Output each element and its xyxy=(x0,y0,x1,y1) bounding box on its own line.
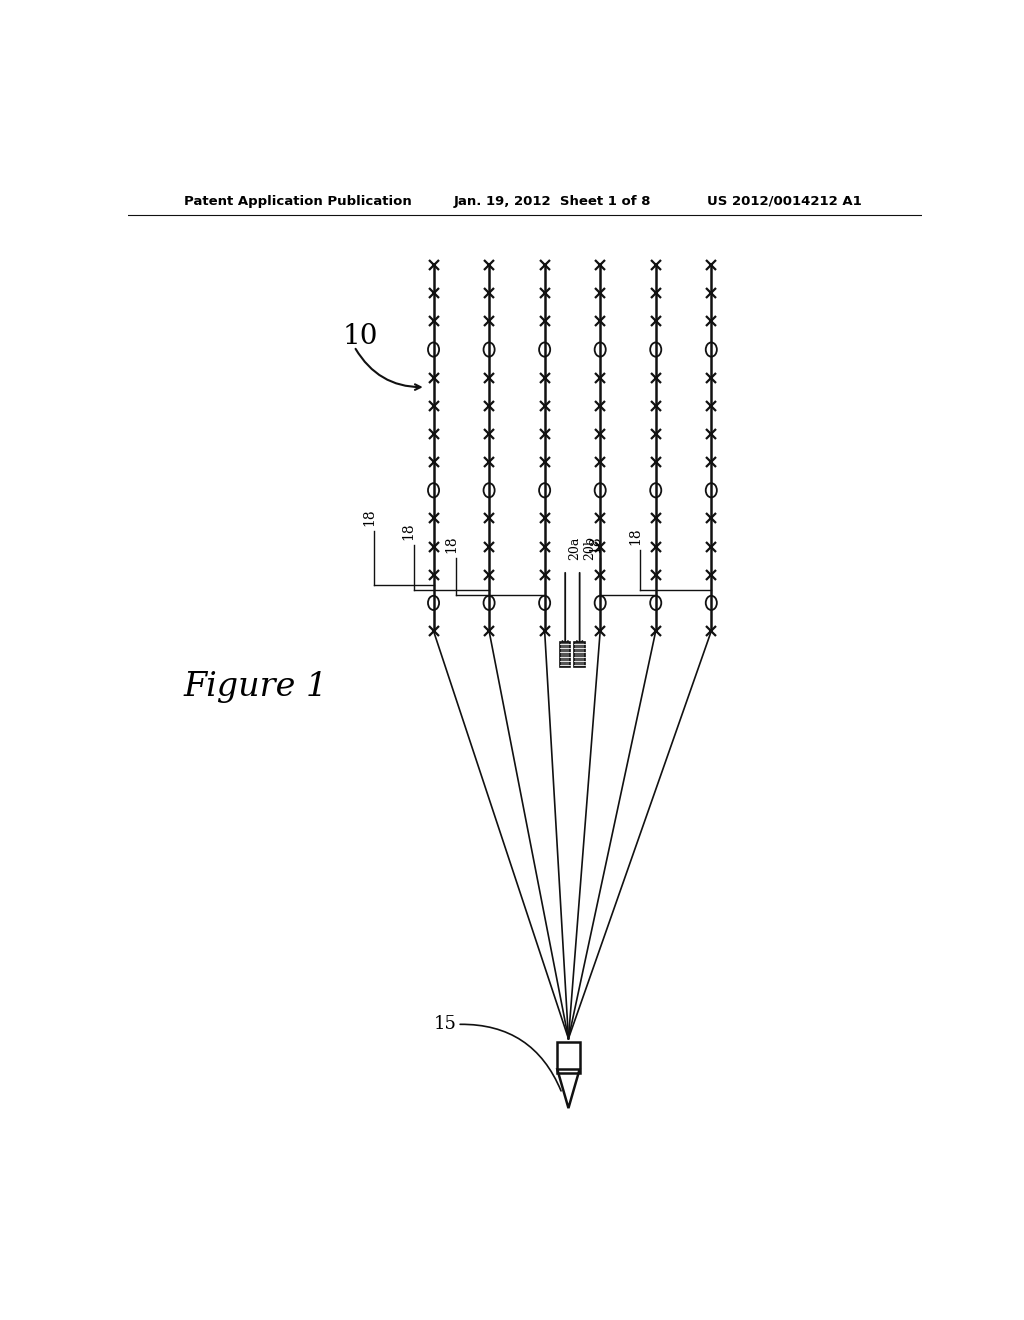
Text: Figure 1: Figure 1 xyxy=(183,671,328,704)
Bar xyxy=(560,642,570,667)
Text: Jan. 19, 2012  Sheet 1 of 8: Jan. 19, 2012 Sheet 1 of 8 xyxy=(454,194,651,207)
Text: 18: 18 xyxy=(401,521,416,540)
Text: 18: 18 xyxy=(588,535,602,553)
Text: Patent Application Publication: Patent Application Publication xyxy=(183,194,412,207)
Text: 10: 10 xyxy=(342,323,378,350)
Text: 20a: 20a xyxy=(568,536,582,560)
Text: 18: 18 xyxy=(443,535,458,553)
Text: 20b: 20b xyxy=(583,536,596,560)
Text: 18: 18 xyxy=(362,508,376,527)
Text: 15: 15 xyxy=(433,1015,457,1034)
Text: US 2012/0014212 A1: US 2012/0014212 A1 xyxy=(708,194,862,207)
Text: 18: 18 xyxy=(628,527,642,545)
Bar xyxy=(574,642,585,667)
FancyBboxPatch shape xyxy=(557,1043,580,1073)
